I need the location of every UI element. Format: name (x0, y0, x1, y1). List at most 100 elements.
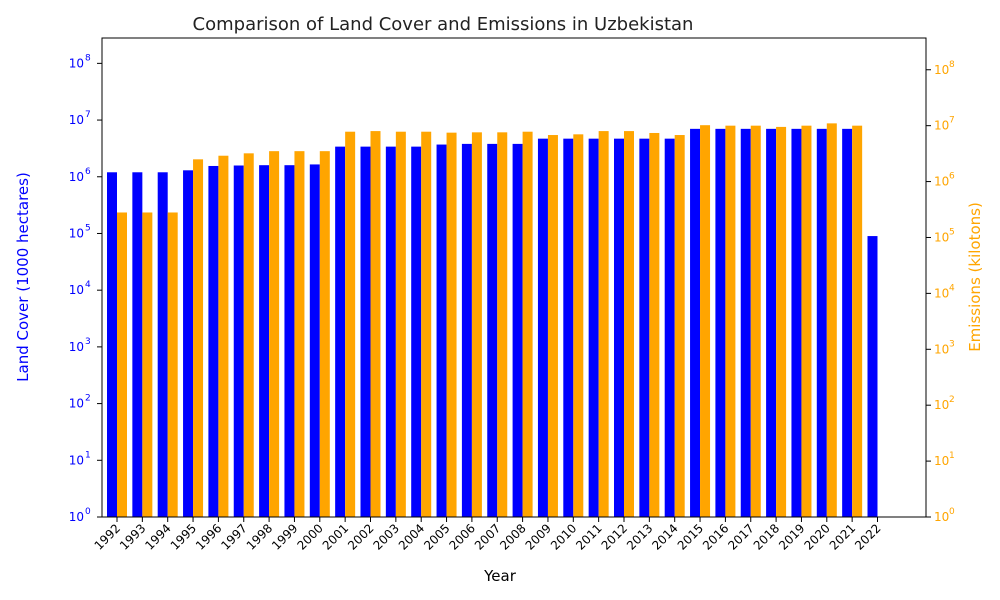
x-tick-label: 1995 (168, 521, 199, 552)
left-tick-exponent: 8 (85, 53, 91, 63)
x-tick-label: 2001 (320, 521, 351, 552)
chart-title: Comparison of Land Cover and Emissions i… (193, 14, 694, 35)
left-tick-label: 10 (69, 340, 84, 354)
x-tick-label: 2000 (294, 521, 325, 552)
left-tick-label: 10 (69, 226, 84, 240)
x-tick-label: 2004 (396, 521, 427, 552)
x-tick-label: 2016 (700, 521, 731, 552)
land-cover-bar-2000 (309, 164, 320, 517)
left-tick-label: 10 (69, 397, 84, 411)
land-cover-bar-2012 (614, 138, 624, 517)
x-tick-label: 1999 (269, 521, 300, 552)
right-tick-label: 10 (934, 398, 949, 412)
x-axis-label: Year (483, 567, 517, 585)
x-tick-label: 2005 (421, 521, 452, 552)
emissions-bar-1995 (193, 159, 204, 517)
land-cover-bar-2010 (563, 138, 574, 517)
x-tick-label: 2015 (675, 521, 706, 552)
x-tick-label: 1993 (117, 521, 148, 552)
x-axis-ticks: 1992199319941995199619971998199920002001… (92, 517, 884, 553)
left-tick-label: 10 (69, 56, 84, 70)
emissions-bar-2009 (547, 135, 558, 517)
emissions-bar-2018 (776, 126, 787, 517)
x-tick-label: 2021 (827, 521, 858, 552)
left-axis-label: Land Cover (1000 hectares) (14, 172, 32, 382)
x-tick-label: 2006 (447, 521, 478, 552)
land-cover-bar-2020 (816, 128, 827, 517)
right-tick-label: 10 (934, 175, 949, 189)
land-cover-bar-1998 (259, 165, 270, 517)
x-tick-label: 2008 (497, 521, 528, 552)
x-tick-label: 2019 (776, 521, 807, 552)
x-tick-label: 1992 (92, 521, 123, 552)
right-tick-label: 10 (934, 230, 949, 244)
emissions-bar-1996 (218, 155, 229, 517)
land-cover-bar-2022 (867, 236, 878, 517)
emissions-bar-2007 (497, 132, 508, 517)
x-tick-label: 2003 (370, 521, 401, 552)
x-tick-label: 2011 (573, 521, 604, 552)
emissions-bar-2020 (826, 123, 837, 518)
right-tick-exponent: 4 (949, 283, 955, 293)
emissions-bar-2011 (598, 131, 609, 517)
emissions-bar-2012 (624, 131, 634, 517)
emissions-bar-2015 (700, 125, 711, 517)
x-tick-label: 1994 (142, 521, 173, 552)
emissions-bar-1993 (142, 212, 153, 518)
x-tick-label: 2018 (751, 521, 782, 552)
left-tick-label: 10 (69, 453, 84, 467)
left-tick-label: 10 (69, 113, 84, 127)
emissions-bar-2005 (446, 132, 457, 517)
left-tick-exponent: 1 (85, 450, 91, 460)
emissions-bar-1997 (243, 153, 254, 517)
right-tick-exponent: 2 (949, 395, 955, 405)
right-tick-exponent: 5 (949, 227, 955, 237)
bars-layer (107, 123, 878, 518)
x-tick-label: 2022 (852, 521, 883, 552)
land-cover-bar-1997 (233, 165, 244, 517)
land-cover-bar-2011 (588, 138, 599, 517)
x-tick-label: 2013 (624, 521, 655, 552)
emissions-bar-1998 (269, 151, 280, 517)
land-cover-bar-1994 (157, 172, 168, 517)
land-cover-bar-2016 (715, 128, 726, 517)
x-tick-label: 2012 (599, 521, 630, 552)
x-tick-label: 2009 (523, 521, 554, 552)
land-cover-bar-1995 (183, 170, 194, 517)
left-tick-exponent: 4 (85, 280, 91, 290)
emissions-bar-2000 (319, 151, 330, 517)
emissions-bar-2017 (750, 125, 761, 518)
emissions-bar-2003 (395, 131, 406, 517)
emissions-bar-2016 (725, 125, 736, 518)
left-tick-exponent: 2 (85, 394, 91, 404)
right-tick-exponent: 1 (949, 451, 955, 461)
land-cover-bar-2015 (690, 128, 701, 517)
left-tick-exponent: 5 (85, 223, 91, 233)
land-cover-bar-2001 (335, 146, 346, 517)
left-tick-exponent: 0 (85, 507, 91, 517)
land-cover-bar-2007 (487, 143, 498, 517)
emissions-bar-2021 (852, 125, 863, 518)
land-cover-bar-2019 (791, 128, 802, 517)
left-tick-label: 10 (69, 170, 84, 184)
emissions-bar-2014 (674, 135, 685, 517)
emissions-bar-2006 (471, 132, 482, 517)
emissions-bar-2013 (649, 132, 660, 518)
right-tick-label: 10 (934, 63, 949, 77)
land-cover-bar-2018 (766, 128, 777, 517)
land-cover-bar-2002 (360, 146, 371, 517)
land-cover-bar-2004 (411, 146, 422, 517)
land-cover-bar-2008 (512, 143, 523, 517)
land-cover-bar-1993 (132, 172, 143, 517)
land-cover-bar-2021 (842, 128, 853, 517)
right-tick-exponent: 3 (949, 339, 955, 349)
right-tick-exponent: 0 (949, 507, 955, 517)
emissions-bar-2001 (345, 131, 356, 517)
land-cover-bar-1992 (107, 172, 117, 517)
x-tick-label: 2017 (725, 521, 756, 552)
x-tick-label: 2002 (345, 521, 376, 552)
x-tick-label: 2014 (649, 521, 680, 552)
